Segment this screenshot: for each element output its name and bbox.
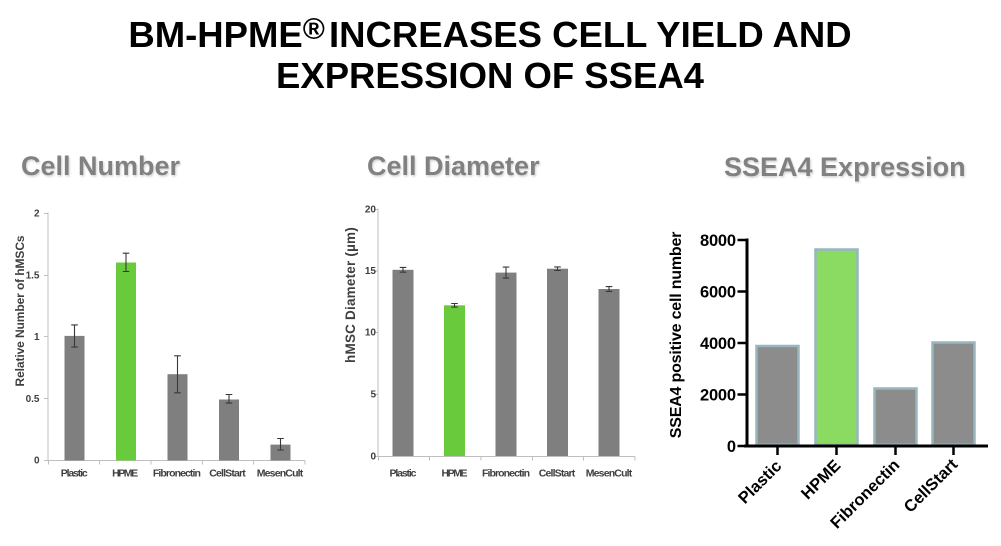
svg-text:Plastic: Plastic <box>390 468 417 480</box>
svg-text:Plastic: Plastic <box>61 468 88 480</box>
svg-text:15: 15 <box>365 266 377 277</box>
svg-text:Fibronectin: Fibronectin <box>153 468 201 480</box>
svg-text:CellStart: CellStart <box>539 468 576 480</box>
svg-text:8000: 8000 <box>700 232 736 250</box>
svg-text:6000: 6000 <box>700 284 736 302</box>
svg-text:CellStart: CellStart <box>901 455 962 516</box>
svg-text:4000: 4000 <box>700 335 736 353</box>
svg-text:1.5: 1.5 <box>26 271 40 282</box>
svg-text:Plastic: Plastic <box>735 457 785 507</box>
svg-text:HPME: HPME <box>112 468 138 480</box>
svg-text:0: 0 <box>370 452 376 463</box>
svg-text:0: 0 <box>727 438 736 456</box>
svg-text:SSEA4 positive cell number: SSEA4 positive cell number <box>668 232 685 438</box>
svg-text:1: 1 <box>34 332 40 343</box>
svg-text:0.5: 0.5 <box>26 394 40 405</box>
svg-text:Fibronectin: Fibronectin <box>482 468 530 480</box>
svg-text:20: 20 <box>365 205 377 216</box>
svg-text:2000: 2000 <box>700 387 736 405</box>
svg-text:10: 10 <box>365 328 377 339</box>
svg-text:MesenCult: MesenCult <box>257 468 304 480</box>
svg-text:5: 5 <box>370 390 376 401</box>
svg-text:HPME: HPME <box>798 457 844 503</box>
svg-text:0: 0 <box>34 456 40 467</box>
svg-text:MesenCult: MesenCult <box>586 468 633 480</box>
svg-text:2: 2 <box>34 209 40 220</box>
svg-text:Relative Number of hMSCs: Relative Number of hMSCs <box>13 235 27 386</box>
svg-text:CellStart: CellStart <box>209 468 246 480</box>
svg-text:HPME: HPME <box>442 468 468 480</box>
svg-text:hMSC Diameter (µm): hMSC Diameter (µm) <box>343 227 358 363</box>
